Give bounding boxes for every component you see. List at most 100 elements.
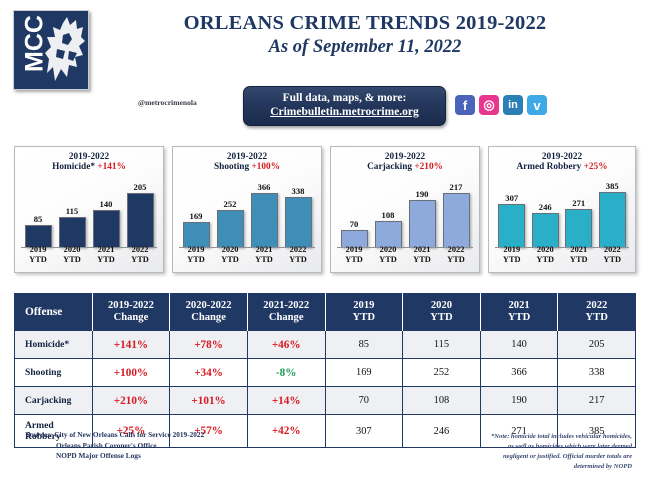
tick-year: 2021 — [413, 245, 431, 254]
note-line-2: as well as homicides which were later de… — [508, 442, 632, 450]
cell-2019-ytd: 307 — [324, 414, 404, 449]
tick-year: 2021 — [570, 245, 588, 254]
bar — [126, 193, 154, 248]
cell-change-2021-2022: +42% — [246, 414, 326, 449]
title-block: ORLEANS CRIME TRENDS 2019-2022 As of Sep… — [130, 12, 600, 58]
cell-2022-ytd: 217 — [557, 386, 636, 416]
x-tick-label: 2020 YTD — [215, 245, 245, 269]
bar-value-label: 205 — [133, 182, 147, 193]
bar-item: 307 — [497, 181, 526, 248]
bar-item: 108 — [373, 181, 403, 248]
x-axis — [337, 247, 473, 248]
tick-ytd: YTD — [502, 254, 521, 264]
hdr-l2: Change — [191, 312, 226, 324]
x-tick-label: 2021 YTD — [249, 245, 279, 269]
hdr-l1: 2020 — [430, 300, 453, 311]
cell-change-2019-2022: +100% — [91, 358, 171, 388]
hdr-l1: 2021-2022 — [263, 300, 310, 311]
x-axis — [179, 247, 315, 248]
sources-line-2: Orleans Parish Coroner's Office — [56, 440, 157, 450]
x-tick-labels: 2019 YTD 2020 YTD 2021 YTD 2022 YTD — [21, 245, 157, 269]
tick-ytd: YTD — [255, 254, 273, 264]
bar — [216, 210, 244, 248]
bar-value-label: 338 — [291, 186, 305, 197]
cell-2019-ytd: 70 — [324, 386, 404, 416]
cell-offense: Shooting — [14, 358, 93, 388]
bar-item: 140 — [91, 181, 121, 248]
cell-change-2020-2022: +57% — [169, 414, 248, 449]
bar — [374, 221, 402, 248]
bar-value-label: 366 — [257, 182, 271, 193]
bar — [498, 204, 526, 248]
facebook-icon[interactable]: f — [455, 95, 475, 115]
x-tick-label: 2019 YTD — [23, 245, 53, 269]
hdr-l1: 2022 — [586, 300, 608, 311]
table-header-row: Offense 2019-2022 Change 2020-2022 Chang… — [14, 293, 636, 331]
hdr-l2: Change — [268, 312, 304, 324]
twitter-icon[interactable]: ᴠ — [527, 95, 547, 115]
bar — [598, 192, 626, 248]
hdr-l2: YTD — [585, 312, 608, 324]
chart-offense-label: Homicide* — [52, 162, 95, 173]
table-row: Homicide* +141% +78% +46% 85 115 140 205 — [14, 330, 636, 360]
x-tick-label: 2022 YTD — [441, 245, 471, 269]
tick-ytd: YTD — [536, 254, 555, 264]
col-header-offense-l1: Offense — [25, 305, 63, 318]
chart-offense-label: Shooting — [213, 162, 250, 173]
bar-item: 85 — [23, 181, 53, 248]
chart-panel-homicide: 2019-2022 Homicide* +141% 85 115 140 205 20… — [14, 146, 164, 273]
cell-2021-ytd: 140 — [479, 330, 559, 360]
x-tick-label: 2020 YTD — [531, 245, 560, 269]
bar-item: 217 — [441, 181, 471, 248]
x-tick-label: 2021 YTD — [564, 245, 593, 269]
x-tick-labels: 2019 YTD 2020 YTD 2021 YTD 2022 YTD — [495, 245, 629, 269]
tick-ytd: YTD — [97, 254, 115, 264]
instagram-icon[interactable]: ◎ — [479, 95, 499, 115]
cell-change-2019-2022: +210% — [91, 386, 171, 416]
x-tick-label: 2019 YTD — [339, 245, 369, 269]
tick-year: 2019 — [503, 245, 521, 254]
chart-change-badge: +141% — [97, 162, 126, 173]
bar-item: 252 — [215, 181, 245, 248]
tick-year: 2020 — [379, 245, 397, 254]
cell-change-2019-2022: +141% — [91, 330, 171, 360]
chart-offense-label: Armed Robbery — [516, 162, 582, 173]
x-tick-label: 2021 YTD — [91, 245, 121, 269]
chart-plot-shooting: 169 252 366 338 — [173, 181, 321, 248]
tick-ytd: YTD — [289, 254, 307, 264]
bar-group: 85 115 140 205 — [21, 181, 157, 248]
bar-item: 366 — [249, 181, 279, 248]
x-tick-labels: 2019 YTD 2020 YTD 2021 YTD 2022 YTD — [179, 245, 315, 269]
bar-value-label: 252 — [223, 199, 237, 210]
chart-plot-armed-robbery: 307 246 271 385 — [489, 181, 635, 248]
hdr-l2: Change — [113, 312, 149, 324]
hdr-l1: 2021 — [508, 300, 530, 311]
bar-value-label: 70 — [349, 219, 359, 230]
sources-note: Sources: City of New Orleans Calls for S… — [26, 430, 204, 462]
bar — [565, 209, 593, 248]
cell-2021-ytd: 271 — [479, 414, 559, 449]
cta-url-link[interactable]: Crimebulletin.metrocrime.org — [270, 105, 419, 118]
tick-year: 2020 — [536, 245, 554, 254]
sources-line-1: City of New Orleans Calls for Service 20… — [54, 430, 205, 439]
facebook-glyph: f — [462, 97, 468, 113]
tick-ytd: YTD — [29, 254, 47, 264]
chart-title-armed-robbery: 2019-2022 Armed Robbery +25% — [489, 147, 635, 173]
cell-offense: Homicide* — [14, 330, 93, 360]
tick-ytd: YTD — [63, 254, 81, 264]
col-header-2020-ytd: 2020 YTD — [402, 293, 481, 331]
bar-value-label: 271 — [572, 198, 586, 209]
x-axis — [495, 247, 629, 248]
tick-year: 2019 — [29, 245, 47, 254]
bulletin-url-button[interactable]: Full data, maps, & more: Crimebulletin.m… — [243, 86, 446, 126]
bar-item: 70 — [339, 181, 369, 248]
x-tick-label: 2020 YTD — [57, 245, 87, 269]
tick-ytd: YTD — [569, 254, 588, 264]
linkedin-icon[interactable]: in — [503, 95, 523, 115]
bar — [92, 210, 120, 248]
sources-label: Sources: — [26, 430, 53, 439]
table-row: Carjacking +210% +101% +14% 70 108 190 217 — [14, 386, 636, 416]
tick-year: 2022 — [289, 245, 307, 254]
bar-item: 169 — [181, 181, 211, 248]
bar-item: 385 — [598, 181, 627, 248]
